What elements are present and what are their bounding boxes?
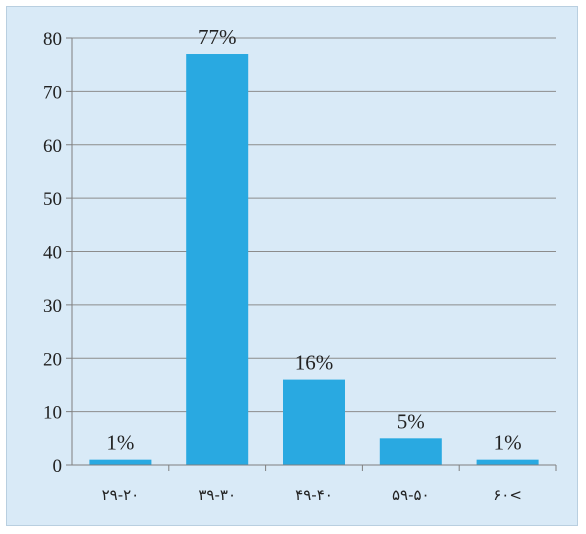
x-category-label: ۵۹-۵۰: [392, 486, 430, 504]
bar: [476, 459, 539, 465]
x-category-label: ۳۹-۳۰: [198, 486, 236, 504]
y-tick-label: 60: [43, 136, 62, 157]
grid-layer: [72, 37, 556, 413]
x-category-label: ۴۹-۴۰: [295, 486, 333, 504]
x-category-label: ۲۹-۲۰: [102, 486, 140, 504]
y-tick-label: 0: [53, 456, 63, 477]
bar: [283, 379, 345, 465]
y-tick-label: 10: [43, 403, 62, 424]
y-tick-label: 30: [43, 296, 62, 317]
axis-layer: [66, 37, 557, 471]
y-tick-label: 40: [43, 243, 62, 264]
bars-layer: [89, 54, 539, 465]
data-label: 77%: [198, 25, 237, 49]
data-label: 1%: [106, 431, 134, 455]
labels-layer: 0 10 20 30 40 50 60 70 80 1% ۲۹-۲۰ 77% ۳۹-۳۰ 16% ۴۹-۴۰…: [43, 25, 522, 504]
y-tick-label: 70: [43, 82, 62, 103]
bar: [89, 459, 152, 465]
x-category-label: ۶۰<: [493, 486, 522, 504]
y-tick-label: 20: [43, 349, 62, 370]
data-label: 1%: [494, 431, 522, 455]
data-label: 16%: [295, 351, 334, 375]
bar: [379, 438, 442, 465]
data-label: 5%: [397, 409, 425, 433]
y-tick-label: 80: [43, 29, 62, 50]
bar: [186, 54, 249, 465]
y-tick-label: 50: [43, 189, 62, 210]
